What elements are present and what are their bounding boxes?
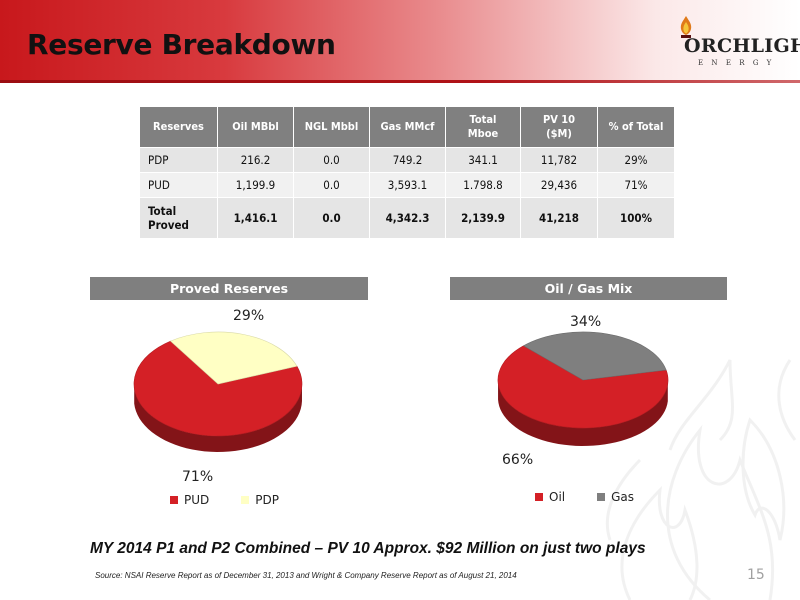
reserves-table: Reserves Oil MBbl NGL Mbbl Gas MMcf Tota… <box>139 106 675 239</box>
logo-subtitle: ENERGY <box>698 59 780 67</box>
flame-watermark <box>605 359 797 600</box>
table-header-cell: % of Total <box>597 106 675 148</box>
oil-gas-mix-pie <box>497 331 669 446</box>
table-cell: 4,342.3 <box>369 197 446 239</box>
legend-label: Oil <box>549 490 566 504</box>
table-cell: 11,782 <box>520 147 598 173</box>
legend-swatch <box>597 493 606 501</box>
table-header-cell: Oil MBbl <box>217 106 294 148</box>
pie-label-oil: 66% <box>502 452 534 468</box>
table-cell: 341.1 <box>445 147 521 173</box>
source-note: Source: NSAI Reserve Report as of Decemb… <box>95 571 517 580</box>
table-header-cell: PV 10 ($M) <box>520 106 598 148</box>
table-cell: 1,416.1 <box>217 197 294 239</box>
table-cell: 1.798.8 <box>445 172 521 198</box>
logo-wordmark: ORCHLIGHT <box>684 35 800 57</box>
slide-title: Reserve Breakdown <box>27 28 336 61</box>
pie-slice-oil <box>497 345 669 429</box>
table-header-cell: Total Mboe <box>445 106 521 148</box>
table-cell: 749.2 <box>369 147 446 173</box>
legend-item-pdp: PDP <box>241 493 279 507</box>
table-cell: 0.0 <box>293 197 370 239</box>
proved-reserves-pie <box>133 331 303 452</box>
pie-label-gas: 34% <box>570 314 602 330</box>
table-cell: 0.0 <box>293 147 370 173</box>
pie-side-pud <box>134 385 302 452</box>
table-cell: PDP <box>139 147 218 173</box>
legend-item-oil: Oil <box>535 490 565 504</box>
slide-headline: MY 2014 P1 and P2 Combined – PV 10 Appro… <box>90 540 646 557</box>
pie-slice-pdp <box>169 331 298 385</box>
legend-label: PUD <box>184 493 210 507</box>
legend-swatch <box>535 493 543 501</box>
table-cell: 3,593.1 <box>369 172 446 198</box>
header-divider <box>0 80 800 83</box>
table-cell: 71% <box>597 172 675 198</box>
table-header-cell: NGL Mbbl <box>293 106 370 148</box>
table-cell: 41,218 <box>520 197 598 239</box>
table-header-cell: Gas MMcf <box>369 106 446 148</box>
proved-reserves-title: Proved Reserves <box>90 277 368 300</box>
table-cell: 0.0 <box>293 172 370 198</box>
table-cell: 1,199.9 <box>217 172 294 198</box>
table-cell: PUD <box>139 172 218 198</box>
pie-label-pud: 71% <box>182 469 214 485</box>
torchlight-logo: ORCHLIGHT ENERGY <box>672 15 800 73</box>
header-band <box>0 0 800 82</box>
oil-gas-legend: Oil Gas <box>535 490 666 504</box>
table-cell: Total Proved <box>139 197 218 239</box>
legend-swatch <box>170 496 178 504</box>
oil-gas-mix-title: Oil / Gas Mix <box>450 277 727 300</box>
pie-side-oil <box>498 381 668 446</box>
legend-item-gas: Gas <box>597 490 634 504</box>
pie-slice-pud <box>133 340 303 437</box>
legend-label: PDP <box>255 493 279 507</box>
table-row: PDP 216.2 0.0 749.2 341.1 11,782 29% <box>139 147 675 173</box>
table-cell: 29% <box>597 147 675 173</box>
table-row: PUD 1,199.9 0.0 3,593.1 1.798.8 29,436 7… <box>139 172 675 198</box>
table-row-total: Total Proved 1,416.1 0.0 4,342.3 2,139.9… <box>139 197 675 239</box>
pie-slice-gas <box>522 331 667 381</box>
legend-item-pud: PUD <box>170 493 209 507</box>
legend-label: Gas <box>611 490 635 504</box>
page-number: 15 <box>747 567 765 583</box>
pie-label-pdp: 29% <box>233 308 265 324</box>
table-header-cell: Reserves <box>139 106 218 148</box>
table-cell: 29,436 <box>520 172 598 198</box>
legend-swatch <box>241 496 250 504</box>
torch-icon <box>680 16 692 38</box>
table-header-row: Reserves Oil MBbl NGL Mbbl Gas MMcf Tota… <box>139 106 675 148</box>
table-cell: 216.2 <box>217 147 294 173</box>
proved-reserves-legend: PUD PDP <box>170 493 311 507</box>
table-cell: 100% <box>597 197 675 239</box>
table-cell: 2,139.9 <box>445 197 521 239</box>
